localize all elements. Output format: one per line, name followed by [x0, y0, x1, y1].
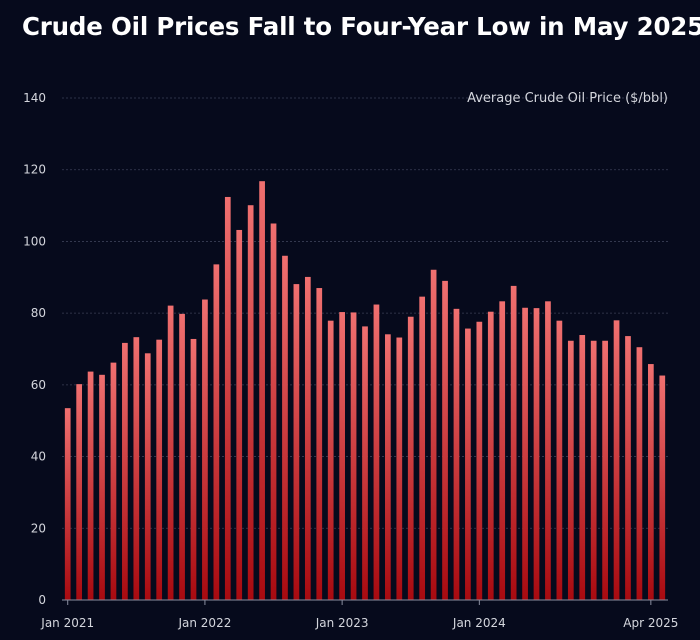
bar-oct-2022: [304, 276, 311, 600]
bar-sep-2023: [430, 269, 437, 600]
bar-nov-2021: [179, 313, 185, 600]
y-tick-label: 40: [31, 450, 46, 464]
bar-aug-2021: [144, 353, 151, 600]
bar-oct-2021: [167, 305, 174, 600]
bar-may-2022: [247, 205, 254, 600]
y-tick-label: 20: [31, 521, 46, 535]
bar-apr-2024: [510, 285, 517, 600]
series-legend: Average Crude Oil Price ($/bbl): [467, 91, 668, 106]
bar-mar-2023: [362, 326, 368, 600]
x-axis-ticks: Jan 2021 Jan 2022 Jan 2023 Jan 2024 Apr 2025: [40, 600, 678, 630]
bar-jul-2023: [407, 316, 414, 600]
bar-oct-2023: [442, 280, 448, 600]
bar-dec-2024: [602, 340, 608, 600]
bar-aug-2023: [419, 296, 426, 600]
bar-aug-2024: [556, 320, 563, 600]
bar-feb-2021: [76, 384, 83, 600]
bar-jul-2021: [133, 337, 140, 600]
bar-feb-2022: [213, 264, 220, 600]
bar-apr-2023: [373, 304, 380, 600]
bar-jul-2024: [545, 301, 551, 600]
bar-jan-2024: [476, 321, 483, 600]
y-tick-label: 120: [23, 163, 46, 177]
bar-nov-2024: [590, 340, 597, 600]
chart-title: Crude Oil Prices Fall to Four-Year Low i…: [22, 12, 700, 41]
bar-dec-2023: [465, 328, 471, 600]
bar-jan-2022: [202, 299, 208, 600]
bar-sep-2022: [293, 284, 300, 600]
bar-apr-2021: [99, 374, 105, 600]
x-tick-label: Jan 2021: [40, 616, 94, 630]
bar-aug-2022: [282, 255, 288, 600]
x-tick-label: Apr 2025: [623, 616, 678, 630]
bar-oct-2024: [579, 335, 586, 600]
bar-jun-2022: [259, 181, 265, 600]
bar-apr-2025: [647, 364, 654, 600]
bar-may-2021: [110, 362, 117, 600]
x-tick-label: Jan 2024: [452, 616, 506, 630]
bar-may-2025: [659, 375, 666, 600]
x-tick-label: Jan 2022: [177, 616, 231, 630]
bar-jan-2025: [613, 320, 620, 600]
bar-feb-2025: [625, 336, 631, 600]
bar-jan-2023: [339, 312, 345, 600]
bar-jun-2023: [396, 337, 403, 600]
bar-mar-2024: [499, 301, 506, 600]
bar-may-2023: [385, 334, 391, 600]
y-tick-label: 80: [31, 306, 46, 320]
bar-mar-2022: [224, 196, 231, 601]
bar-dec-2022: [327, 320, 334, 600]
bar-mar-2025: [636, 347, 643, 600]
y-tick-label: 0: [38, 593, 46, 607]
bar-jul-2022: [270, 223, 277, 600]
bar-nov-2022: [316, 288, 323, 600]
bar-jun-2024: [533, 308, 540, 600]
bar-mar-2021: [87, 371, 94, 600]
bar-jun-2021: [122, 342, 128, 600]
bar-apr-2022: [236, 229, 243, 600]
bar-feb-2023: [350, 312, 357, 600]
bar-jan-2021: [64, 408, 71, 600]
y-tick-label: 100: [23, 234, 46, 248]
y-axis-ticks: 0 20 40 60 80 100 120 140: [23, 91, 46, 607]
x-tick-label: Jan 2023: [315, 616, 369, 630]
bar-sep-2024: [567, 340, 574, 600]
y-tick-label: 140: [23, 91, 46, 105]
bar-sep-2021: [156, 339, 163, 600]
bar-nov-2023: [453, 308, 460, 600]
bar-may-2024: [522, 307, 528, 600]
gridlines: [62, 97, 668, 529]
bars: [64, 181, 666, 601]
y-tick-label: 60: [31, 378, 46, 392]
bar-feb-2024: [487, 311, 494, 600]
bar-dec-2021: [190, 338, 197, 600]
